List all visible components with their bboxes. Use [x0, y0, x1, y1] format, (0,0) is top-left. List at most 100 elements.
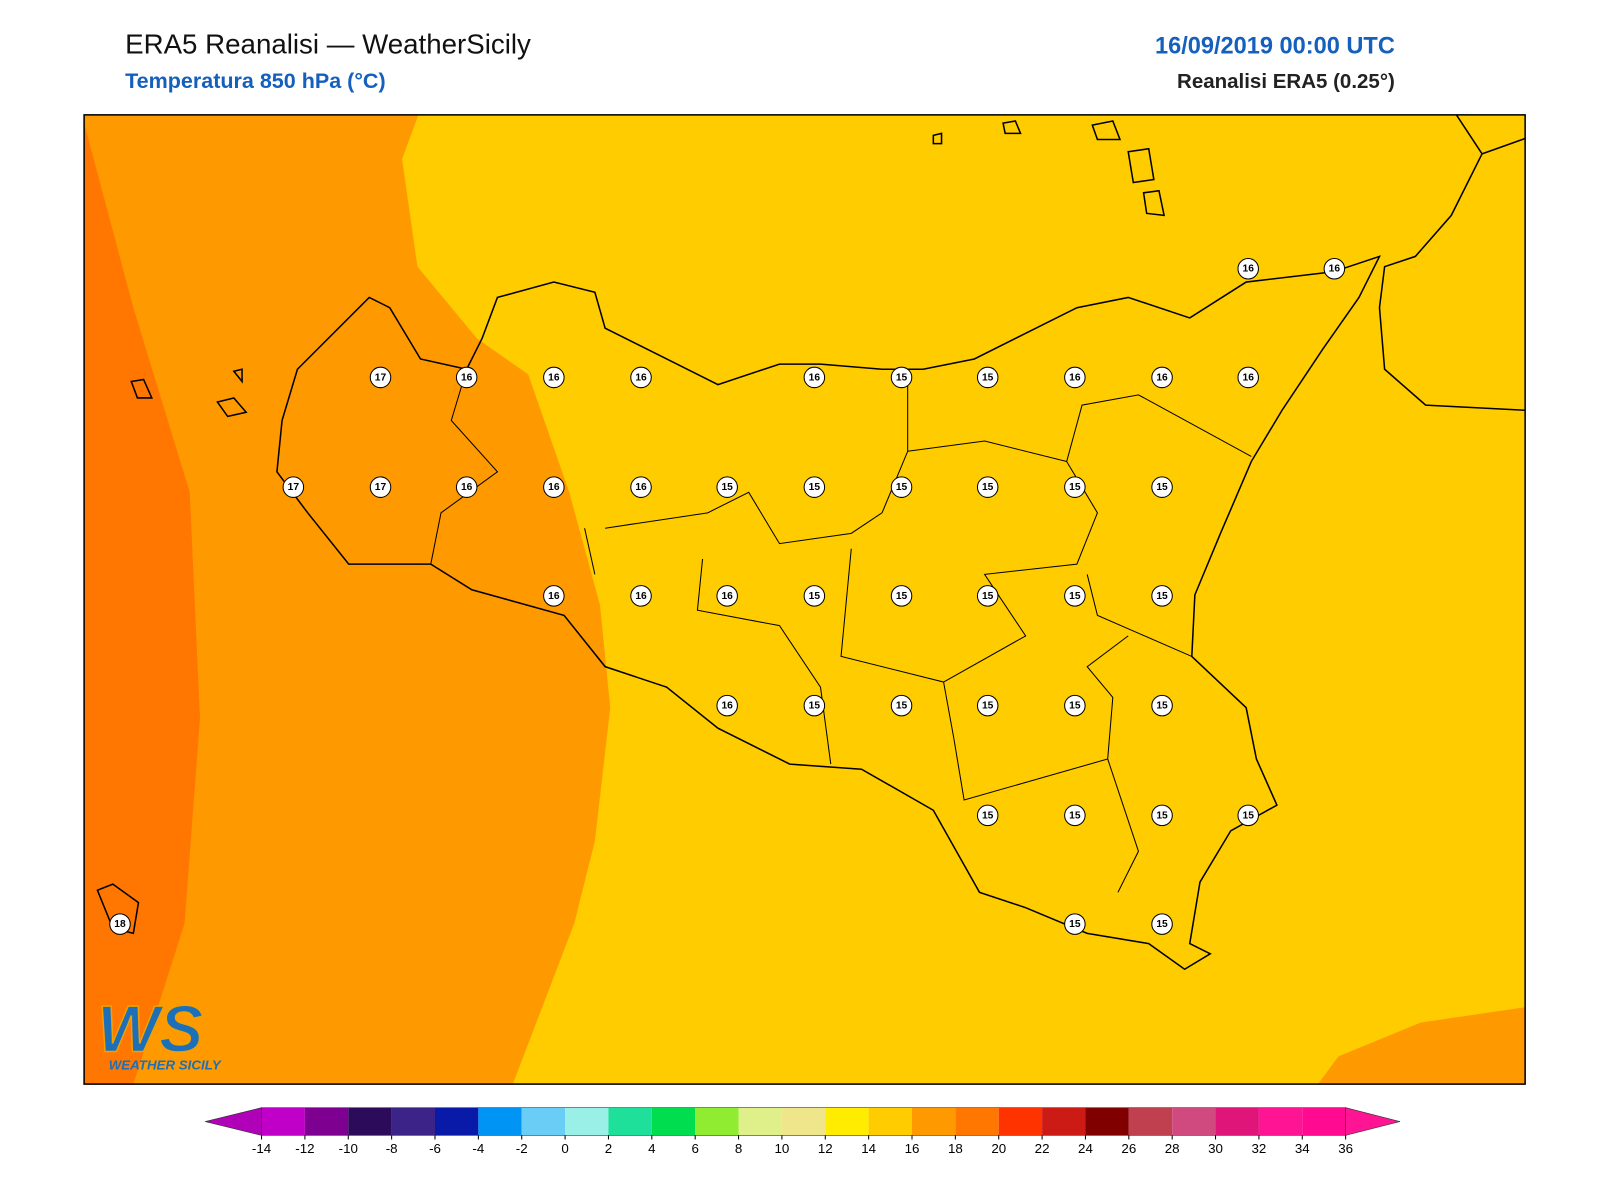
station-marker	[1064, 913, 1086, 935]
colorbar-tick-label: 30	[1208, 1141, 1223, 1156]
station-value: 16	[1243, 372, 1255, 383]
station-value: 16	[461, 482, 473, 493]
colorbar-tick-label: 2	[605, 1141, 612, 1156]
logo: WS WEATHER SICILY	[97, 992, 222, 1073]
station-marker	[369, 366, 392, 389]
station-value: 16	[721, 701, 733, 712]
station-value: 15	[1156, 919, 1168, 930]
station-value: 17	[375, 482, 387, 493]
station-marker	[543, 476, 565, 498]
colorbar-segment	[1128, 1107, 1173, 1136]
colorbar-segment	[781, 1107, 826, 1136]
station-value: 15	[809, 482, 821, 493]
colorbar-segment	[955, 1107, 999, 1136]
station-value: 16	[635, 482, 647, 493]
station-value: 16	[548, 372, 560, 383]
colorbar-tick-label: 22	[1035, 1141, 1050, 1156]
station-marker	[369, 476, 392, 498]
station-value: 17	[288, 482, 300, 493]
colorbar-segment	[695, 1107, 739, 1136]
station-value: 16	[809, 372, 821, 383]
station-value: 15	[896, 701, 908, 712]
colorbar-segment	[1085, 1107, 1129, 1136]
station-marker	[803, 366, 826, 389]
station-marker	[890, 694, 913, 717]
station-value: 16	[548, 482, 560, 493]
station-marker	[1237, 366, 1259, 389]
colorbar-segment	[651, 1107, 696, 1136]
colorbar-tick-label: -14	[252, 1141, 272, 1156]
station-value: 15	[896, 482, 908, 493]
station-value: 15	[982, 591, 994, 602]
colorbar-tick-label: -10	[339, 1141, 358, 1156]
stations: 16 16 17 16 16 16 16 15 15 16 16 16 17 17 16 16 16 15 15 15…	[109, 257, 1346, 935]
station-marker	[716, 694, 738, 717]
colorbar-tick-label: -2	[516, 1141, 528, 1156]
colorbar-segment	[565, 1107, 609, 1136]
islands	[96, 120, 1166, 935]
station-value: 15	[809, 701, 821, 712]
colorbar-tick-label: 18	[948, 1141, 963, 1156]
colorbar-tick-label: 0	[561, 1141, 568, 1156]
colorbar-tick-label: 36	[1338, 1141, 1353, 1156]
colorbar-segment	[304, 1107, 349, 1136]
colorbar-segment	[521, 1107, 566, 1136]
colorbar-segment	[912, 1107, 956, 1136]
station-value: 17	[375, 372, 387, 383]
station-marker	[1237, 257, 1259, 280]
band-18-20	[84, 114, 200, 1085]
station-value: 15	[982, 372, 994, 383]
station-value: 16	[1329, 264, 1341, 275]
colorbar-tick-label: -4	[472, 1141, 484, 1156]
station-marker	[1237, 804, 1259, 827]
station-value: 15	[982, 482, 994, 493]
station-marker	[1151, 804, 1173, 827]
station-value: 16	[635, 372, 647, 383]
colorbar-segment	[478, 1107, 522, 1136]
calabria-coast	[1378, 114, 1526, 412]
colorbar-segment	[261, 1107, 305, 1136]
station-marker	[803, 585, 826, 607]
station-marker	[1064, 585, 1086, 607]
station-marker	[976, 476, 999, 498]
colorbar-tick-label: 8	[735, 1141, 742, 1156]
station-value: 16	[461, 372, 473, 383]
source: Reanalisi ERA5 (0.25°)	[1177, 70, 1395, 93]
station-value: 15	[1069, 701, 1081, 712]
station-value: 16	[1069, 372, 1081, 383]
colorbar-tick-label: -6	[429, 1141, 441, 1156]
station-value: 15	[721, 482, 733, 493]
colorbar-segment	[1172, 1107, 1216, 1136]
colorbar-under	[205, 1107, 262, 1136]
title: ERA5 Reanalisi — WeatherSicily	[125, 28, 531, 59]
station-value: 15	[1156, 482, 1168, 493]
subtitle: Temperatura 850 hPa (°C)	[125, 69, 386, 93]
colorbar-segment	[825, 1107, 869, 1136]
colorbar-segment	[1215, 1107, 1259, 1136]
logo-mark: WS	[97, 992, 203, 1065]
station-value: 16	[721, 591, 733, 602]
colorbar-tick-label: 24	[1078, 1141, 1093, 1156]
station-marker	[803, 476, 826, 498]
colorbar-segment	[608, 1107, 652, 1136]
colorbar-tick-label: 16	[905, 1141, 920, 1156]
station-marker	[1151, 366, 1173, 389]
station-value: 15	[1069, 919, 1081, 930]
colorbar-tick-label: 20	[991, 1141, 1006, 1156]
station-marker	[282, 476, 305, 498]
station-marker	[1064, 476, 1086, 498]
colorbar-segment	[1302, 1107, 1346, 1136]
colorbar: -14 -12 -10 -8 -6 -4 -2 0 2 4 6 8 10 12 14 16 18 20 22 24 26…	[205, 1107, 1401, 1156]
station-marker	[455, 366, 478, 389]
station-marker	[976, 804, 999, 827]
datetime: 16/09/2019 00:00 UTC	[1155, 32, 1395, 58]
station-marker	[1064, 366, 1086, 389]
station-marker	[1151, 694, 1173, 717]
band-16-18	[84, 114, 611, 1085]
colorbar-tick-label: -8	[386, 1141, 398, 1156]
station-value: 18	[114, 919, 126, 930]
station-marker	[1151, 913, 1173, 935]
colorbar-segment	[434, 1107, 479, 1136]
